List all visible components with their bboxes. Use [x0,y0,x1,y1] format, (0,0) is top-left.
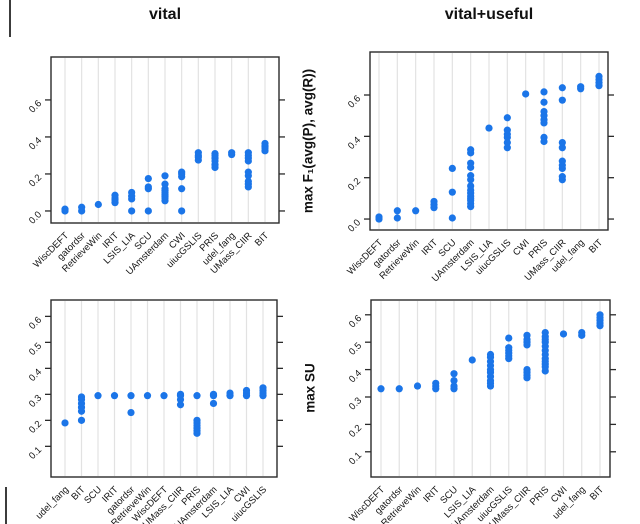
svg-text:0.3: 0.3 [27,393,44,410]
svg-text:udel_fang: udel_fang [34,484,71,521]
strip-plot-vital-f1: 0.00.20.40.6WiscDEFTgatordsrRetrieveWinI… [27,56,285,277]
svg-text:0.4: 0.4 [346,135,363,152]
svg-text:0.2: 0.2 [346,176,363,193]
svg-text:BIT: BIT [253,230,271,248]
svg-text:0.1: 0.1 [347,450,364,467]
svg-text:0.4: 0.4 [347,368,364,385]
svg-text:0.4: 0.4 [27,367,44,384]
svg-text:0.2: 0.2 [27,172,44,189]
svg-text:0.5: 0.5 [347,341,364,358]
svg-text:0.0: 0.0 [27,209,44,226]
svg-text:BIT: BIT [587,237,605,255]
svg-text:IRIT: IRIT [421,484,442,505]
svg-text:0.1: 0.1 [27,445,44,462]
strip-plot-vital-su: 0.10.20.30.40.50.6udel_fangBITSCUIRITgat… [27,299,283,524]
svg-text:0.6: 0.6 [347,313,364,330]
svg-text:0.6: 0.6 [27,315,44,332]
scan-artifact-line-bottom [5,487,7,524]
strip-plot-vital-useful-f1: 0.00.20.40.6WiscDEFTgatordsrRetrieveWinI… [345,51,614,284]
svg-text:IRIT: IRIT [420,237,441,258]
strip-plot-vital-useful-su: 0.10.20.30.40.50.6WiscDEFTgatordsrRetrie… [347,299,616,524]
scan-artifact-line-top [9,0,11,37]
svg-text:0.4: 0.4 [27,135,44,152]
svg-text:0.2: 0.2 [347,423,364,440]
svg-text:BIT: BIT [588,484,606,502]
plot-title-vital: vital [148,6,182,23]
svg-text:0.3: 0.3 [347,395,364,412]
svg-text:0.6: 0.6 [27,98,44,115]
svg-text:0.0: 0.0 [346,217,363,234]
svg-text:PRIS: PRIS [528,484,551,507]
svg-text:0.5: 0.5 [27,341,44,358]
svg-text:0.6: 0.6 [346,93,363,110]
plot-title-vital-useful: vital+useful [444,6,534,23]
svg-text:0.2: 0.2 [27,419,44,436]
